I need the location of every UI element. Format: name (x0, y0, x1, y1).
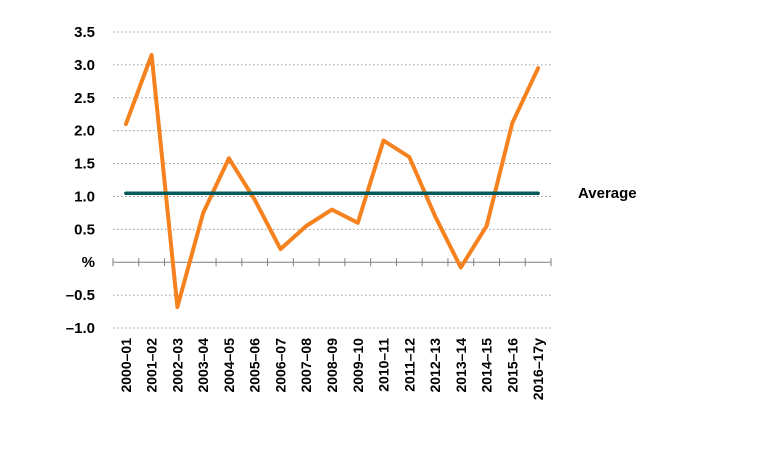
x-tick-label: 2006–07 (272, 338, 288, 393)
x-tick-label: 2016–17y (530, 338, 546, 401)
x-tick-label: 2004–05 (221, 338, 237, 393)
y-tick-label: % (82, 254, 95, 271)
average-series-label: Average (578, 185, 637, 202)
x-tick-label: 2012–13 (427, 338, 443, 393)
x-tick-label: 2014–15 (479, 338, 495, 393)
x-axis-labels: 2000–01 2001–02 2002–03 2003–04 2004–05 2005–… (118, 338, 546, 401)
series-lines (123, 53, 541, 309)
x-axis (112, 258, 552, 267)
x-tick-label: 2009–10 (350, 338, 366, 393)
y-tick-label: 3.0 (74, 57, 95, 74)
x-tick-label: 2010–11 (376, 338, 392, 392)
x-tick-label: 2005–06 (247, 338, 263, 393)
x-tick-label: 2007–08 (298, 338, 314, 393)
y-tick-label: 2.0 (74, 123, 95, 140)
x-tick-label: 2015–16 (504, 338, 520, 393)
y-tick-label: 2.5 (74, 90, 95, 107)
x-tick-label: 2000–01 (118, 338, 134, 393)
grid-lines (113, 31, 551, 329)
y-tick-label: –1.0 (66, 320, 95, 337)
x-tick-label: 2011–12 (401, 338, 417, 392)
y-tick-label: 3.5 (74, 24, 95, 41)
y-tick-label: 1.5 (74, 156, 95, 173)
x-tick-label: 2003–04 (195, 338, 211, 393)
y-tick-label: 1.0 (74, 188, 95, 205)
y-tick-label: –0.5 (66, 287, 95, 304)
main-series-line (123, 53, 541, 309)
y-tick-label: 0.5 (74, 221, 95, 238)
x-tick-label: 2008–09 (324, 338, 340, 393)
x-tick-label: 2013–14 (453, 338, 469, 393)
x-tick-label: 2002–03 (169, 338, 185, 393)
y-axis-labels: 3.5 3.0 2.5 2.0 1.5 1.0 0.5% –0.5 –1.0 (66, 24, 95, 337)
x-tick-label: 2001–02 (144, 338, 160, 393)
